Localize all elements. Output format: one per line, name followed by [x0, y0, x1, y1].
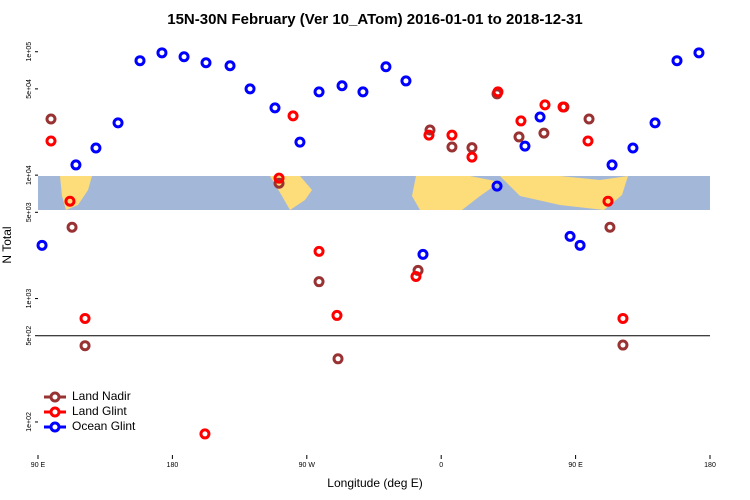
data-point [199, 428, 211, 440]
y-tick-label: 1e+04 [26, 165, 33, 185]
data-point [693, 47, 705, 59]
data-point [446, 141, 458, 153]
data-point [564, 230, 576, 242]
legend-label: Ocean Glint [72, 419, 136, 433]
data-point [539, 99, 551, 111]
data-point [538, 127, 550, 139]
data-point [79, 312, 91, 324]
data-point [583, 113, 595, 125]
data-point [400, 75, 412, 87]
data-point [244, 83, 256, 95]
data-point [45, 113, 57, 125]
x-tick-label: 90 E [31, 462, 46, 469]
data-point [357, 86, 369, 98]
data-point [313, 276, 325, 288]
data-point [491, 180, 503, 192]
data-point [287, 110, 299, 122]
y-tick-label: 5e+02 [26, 326, 33, 346]
x-tick-label: 180 [167, 462, 179, 469]
data-point [313, 86, 325, 98]
data-point [200, 57, 212, 69]
data-point [70, 159, 82, 171]
data-point [649, 117, 661, 129]
data-point [574, 239, 586, 251]
data-point [332, 353, 344, 365]
data-point [273, 177, 285, 189]
data-point [604, 221, 616, 233]
data-point [602, 195, 614, 207]
map-strip [38, 176, 710, 210]
data-point [273, 172, 285, 184]
data-point [446, 129, 458, 141]
data-point [45, 135, 57, 147]
data-point [423, 129, 435, 141]
data-point [380, 61, 392, 73]
data-point [64, 195, 76, 207]
data-point [466, 151, 478, 163]
data-point [410, 270, 422, 282]
data-point [294, 136, 306, 148]
x-axis-label: Longitude (deg E) [327, 476, 422, 490]
y-tick-label: 1e+02 [26, 412, 33, 432]
y-tick-label: 5e+03 [26, 202, 33, 222]
data-point [313, 245, 325, 257]
y-tick-label: 5e+04 [26, 79, 33, 99]
x-tick-label: 90 E [568, 462, 583, 469]
data-point [492, 86, 504, 98]
legend-marker [49, 406, 61, 418]
data-point [178, 51, 190, 63]
y-axis-label: N Total [0, 226, 14, 263]
data-point [466, 142, 478, 154]
data-point [66, 221, 78, 233]
data-point [224, 60, 236, 72]
y-tick-label: 1e+05 [26, 42, 33, 62]
x-tick-label: 0 [439, 462, 443, 469]
legend-label: Land Glint [72, 404, 127, 418]
data-point [331, 309, 343, 321]
data-point [534, 111, 546, 123]
data-point [519, 140, 531, 152]
data-point [156, 47, 168, 59]
data-point [269, 102, 281, 114]
data-point [627, 142, 639, 154]
x-tick-label: 90 W [299, 462, 316, 469]
data-point [582, 135, 594, 147]
data-point [513, 131, 525, 143]
data-point [515, 115, 527, 127]
data-point [417, 248, 429, 260]
data-point [90, 142, 102, 154]
data-point [112, 117, 124, 129]
data-point [424, 124, 436, 136]
legend-label: Land Nadir [72, 389, 131, 403]
data-point [557, 101, 569, 113]
data-point [336, 80, 348, 92]
data-point [79, 340, 91, 352]
legend-marker [49, 391, 61, 403]
data-point [671, 55, 683, 67]
data-point [36, 239, 48, 251]
legend-marker [49, 421, 61, 433]
data-point [606, 159, 618, 171]
data-point [617, 339, 629, 351]
chart-title: 15N-30N February (Ver 10_ATom) 2016-01-0… [167, 11, 582, 28]
x-tick-label: 180 [704, 462, 716, 469]
data-point [617, 312, 629, 324]
data-point [134, 55, 146, 67]
y-tick-label: 1e+03 [26, 289, 33, 309]
